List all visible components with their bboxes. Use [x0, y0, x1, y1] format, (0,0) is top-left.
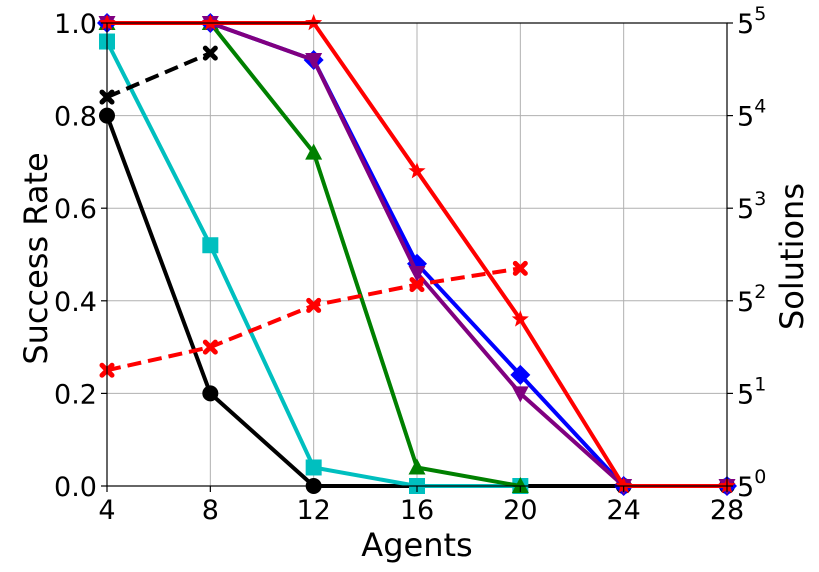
- data-point-x: [306, 297, 322, 313]
- data-point-triangle-up: [305, 143, 323, 160]
- x-tick-label: 20: [503, 495, 537, 526]
- data-point-x: [512, 260, 528, 276]
- y2-tick-label: 53: [737, 188, 766, 225]
- y-tick-label: 0.8: [54, 102, 97, 133]
- y2-tick-label: 50: [737, 466, 766, 503]
- data-point-x: [409, 277, 425, 293]
- series-line: [106, 51, 212, 99]
- data-point-star: [305, 14, 323, 31]
- y2-tick-label: 55: [737, 3, 766, 40]
- data-point-x: [202, 339, 218, 355]
- data-point-diamond: [510, 364, 531, 385]
- y-axis-title: Success Rate: [17, 152, 55, 364]
- x-tick-label: 8: [202, 495, 219, 526]
- x-tick-label: 28: [710, 495, 744, 526]
- x-tick-label: 24: [606, 495, 640, 526]
- y-axis-right: 50 51 52 53 54 55: [727, 3, 766, 503]
- y2-tick-label: 54: [737, 96, 766, 133]
- data-point-star: [408, 162, 426, 179]
- data-point-triangle-down: [408, 266, 426, 283]
- data-point-star: [201, 14, 219, 31]
- data-point-square: [202, 237, 219, 254]
- x-tick-label: 16: [400, 495, 434, 526]
- data-point-star: [615, 477, 633, 494]
- y-tick-label: 0.6: [54, 194, 97, 225]
- x-axis: 4 8 12 16 20 24 28: [98, 486, 744, 526]
- data-point-star: [98, 14, 116, 31]
- data-point-circle: [202, 385, 219, 402]
- y2-tick-label: 51: [737, 373, 766, 410]
- y-tick-label: 1.0: [54, 9, 97, 40]
- data-point-triangle-up: [511, 477, 529, 493]
- y-axis-left: 0.0 0.2 0.4 0.6 0.8 1.0: [54, 9, 107, 503]
- data-point-triangle-down: [305, 53, 323, 70]
- data-point-triangle-up: [408, 458, 426, 475]
- data-point-square: [305, 459, 322, 476]
- data-point-triangle-down: [511, 386, 529, 403]
- x-axis-title: Agents: [361, 526, 472, 564]
- series-6: [99, 45, 218, 105]
- y-tick-label: 0.2: [54, 379, 97, 410]
- x-tick-label: 12: [296, 495, 330, 526]
- data-point-x: [202, 45, 218, 61]
- y-tick-label: 0.0: [54, 472, 97, 503]
- data-point-star: [511, 310, 529, 327]
- y-tick-label: 0.4: [54, 287, 97, 318]
- y2-axis-title: Solutions: [773, 183, 811, 330]
- x-tick-label: 4: [98, 495, 115, 526]
- y2-tick-label: 52: [737, 281, 766, 318]
